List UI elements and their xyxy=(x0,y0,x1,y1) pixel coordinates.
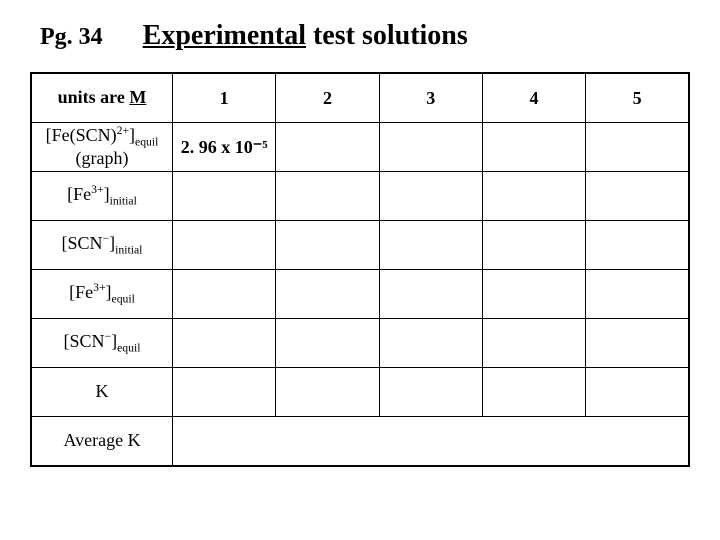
row-label: [Fe3+]equil xyxy=(31,270,173,319)
cell xyxy=(586,319,689,368)
table-row: [Fe3+]equil xyxy=(31,270,689,319)
cell: 2. 96 x 10⁻⁵ xyxy=(173,123,276,172)
cell xyxy=(482,221,585,270)
cell xyxy=(586,221,689,270)
cell xyxy=(173,221,276,270)
table-header-row: units are M 1 2 3 4 5 xyxy=(31,73,689,123)
table-row: [SCN−]initial xyxy=(31,221,689,270)
cell xyxy=(276,319,379,368)
col-header: 3 xyxy=(379,73,482,123)
cell xyxy=(586,270,689,319)
cell xyxy=(379,270,482,319)
cell xyxy=(173,270,276,319)
cell xyxy=(276,368,379,417)
cell xyxy=(173,319,276,368)
row-label: [Fe(SCN)2+]equil(graph) xyxy=(31,123,173,172)
cell xyxy=(482,123,585,172)
cell xyxy=(482,368,585,417)
col-header: 5 xyxy=(586,73,689,123)
cell xyxy=(482,319,585,368)
data-table: units are M 1 2 3 4 5 [Fe(SCN)2+]equil(g… xyxy=(30,72,690,467)
cell xyxy=(276,172,379,221)
cell xyxy=(173,368,276,417)
cell xyxy=(586,172,689,221)
cell xyxy=(586,368,689,417)
cell xyxy=(379,319,482,368)
row-label: K xyxy=(31,368,173,417)
header-label-cell: units are M xyxy=(31,73,173,123)
cell xyxy=(482,270,585,319)
cell xyxy=(276,123,379,172)
average-cell xyxy=(173,417,690,467)
cell xyxy=(379,123,482,172)
title-rest: test solutions xyxy=(306,20,468,51)
row-label: [SCN−]initial xyxy=(31,221,173,270)
table-row: [Fe(SCN)2+]equil(graph) 2. 96 x 10⁻⁵ xyxy=(31,123,689,172)
cell xyxy=(379,368,482,417)
page-reference: Pg. 34 xyxy=(40,24,103,51)
page-title: Experimental test solutions xyxy=(143,20,468,52)
table-row: [Fe3+]initial xyxy=(31,172,689,221)
col-header: 2 xyxy=(276,73,379,123)
table-row: [SCN−]equil xyxy=(31,319,689,368)
row-label: [SCN−]equil xyxy=(31,319,173,368)
cell xyxy=(482,172,585,221)
col-header: 1 xyxy=(173,73,276,123)
col-header: 4 xyxy=(482,73,585,123)
row-label: [Fe3+]initial xyxy=(31,172,173,221)
cell xyxy=(586,123,689,172)
title-underlined: Experimental xyxy=(143,20,306,51)
cell xyxy=(276,221,379,270)
table-row: K xyxy=(31,368,689,417)
header-label-under: M xyxy=(129,87,146,107)
cell xyxy=(173,172,276,221)
average-label: Average K xyxy=(31,417,173,467)
cell xyxy=(276,270,379,319)
header-label-pre: units are xyxy=(58,87,130,107)
cell xyxy=(379,221,482,270)
cell xyxy=(379,172,482,221)
average-row: Average K xyxy=(31,417,689,467)
